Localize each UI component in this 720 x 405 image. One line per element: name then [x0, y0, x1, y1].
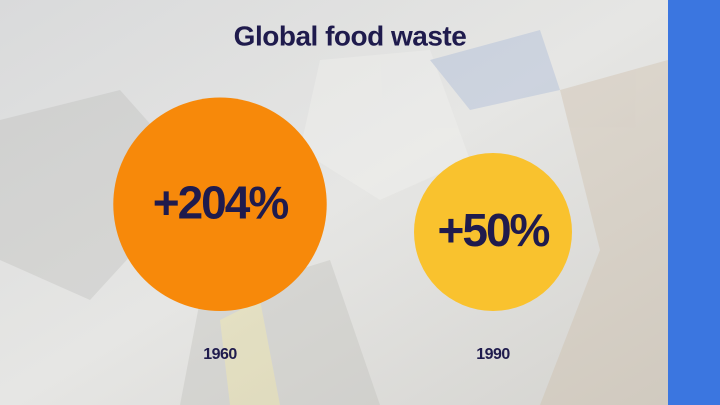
value-label: +204% — [153, 176, 289, 228]
chart-title: Global food waste — [234, 20, 467, 51]
side-bar — [668, 0, 720, 405]
bubble — [113, 97, 327, 311]
category-label: 1960 — [203, 346, 237, 363]
background-texture — [0, 30, 668, 405]
category-label: 1990 — [476, 346, 510, 363]
value-label: +50% — [438, 204, 550, 256]
bubble — [414, 153, 572, 311]
